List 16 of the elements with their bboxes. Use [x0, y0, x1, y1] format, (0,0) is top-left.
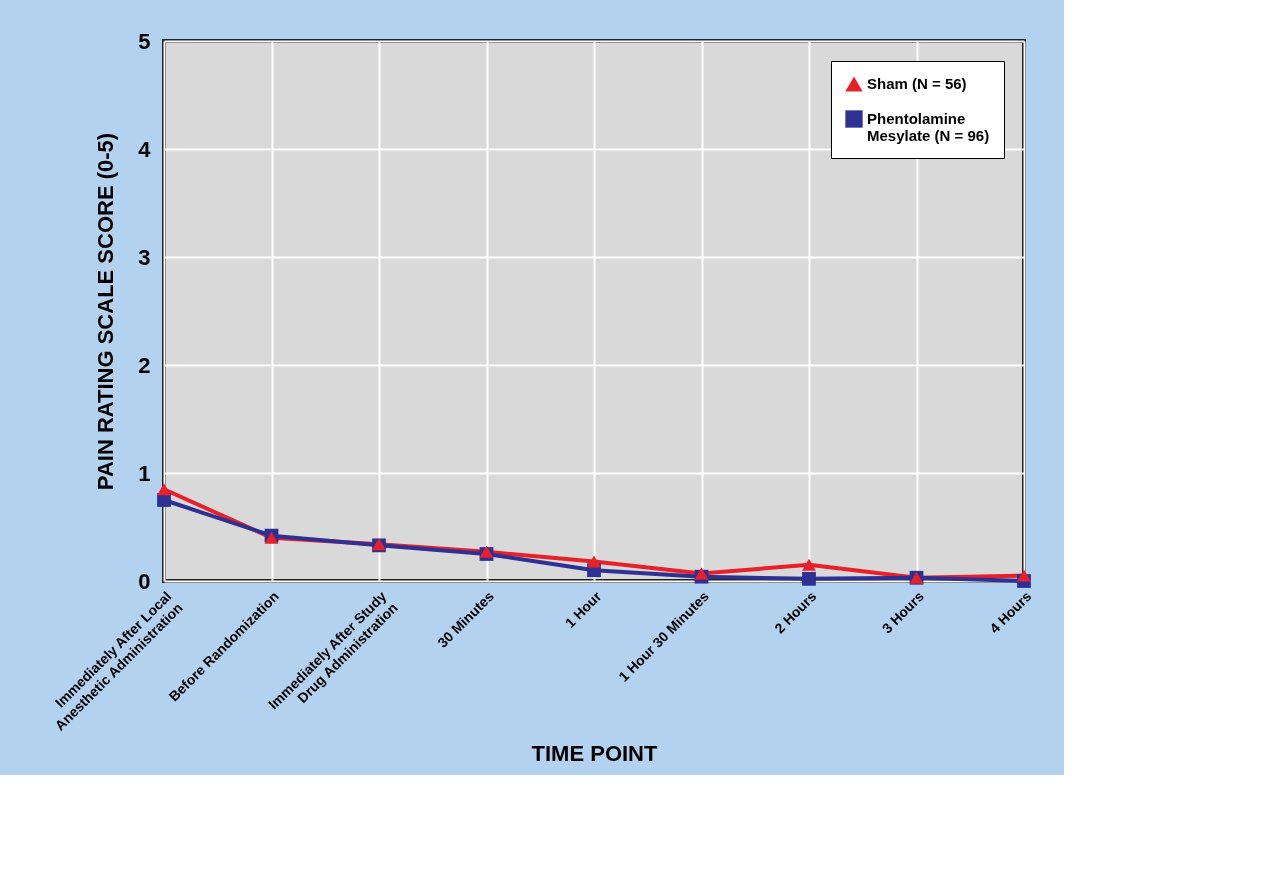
- y-tick-label: 2: [138, 352, 151, 378]
- point: [694, 567, 709, 580]
- point: [587, 555, 601, 568]
- point: [802, 558, 816, 571]
- y-tick-label: 4: [138, 136, 152, 162]
- legend-label: Phentolamine Mesylate (N = 96): [867, 110, 990, 144]
- point: [802, 571, 816, 586]
- y-tick-label: 5: [138, 28, 151, 54]
- y-axis-title: PAIN RATING SCALE SCORE (0-5): [93, 132, 119, 491]
- y-tick-label: 0: [138, 568, 151, 594]
- point: [1017, 569, 1031, 582]
- y-tick-label: 1: [138, 460, 151, 486]
- y-tick-label: 3: [138, 244, 151, 270]
- x-axis-title: TIME POINT: [531, 740, 658, 766]
- point: [157, 483, 171, 496]
- legend-label: Sham (N = 56): [867, 75, 967, 92]
